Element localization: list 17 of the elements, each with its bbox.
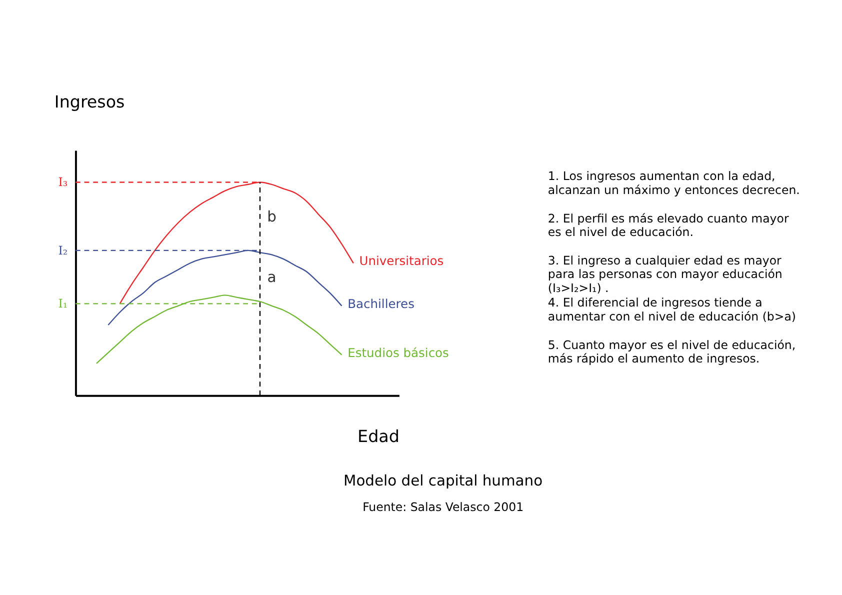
text: 3. El ingreso a cualquier edad es mayor para las personas con mayor educación (I₃>I₂>I₁) .	[548, 253, 782, 295]
source-note: Fuente: Salas Velasco 2001	[362, 500, 524, 514]
annotation: b	[267, 208, 276, 226]
series-label: Bachilleres	[348, 296, 414, 311]
text: 1. Los ingresos aumentan con la edad, alcanzan un máximo y entonces decrecen.	[548, 169, 800, 197]
text: 4. El diferencial de ingresos tiende a aumentar con el nivel de educación (b>a)	[548, 296, 796, 324]
x-axis-title: Edad	[358, 426, 400, 446]
text: Modelo del capital humano	[344, 472, 543, 490]
text: 2. El perfil es más elevado cuanto mayor es el nivel de educación.	[548, 211, 789, 240]
ref-line-label: I₃	[58, 175, 68, 190]
ref-line-label: I₁	[58, 296, 68, 311]
series-label: Universitarios	[359, 254, 444, 268]
annotation: a	[267, 268, 276, 286]
y-axis-title: Ingresos	[54, 92, 125, 112]
series-label: Estudios básicos	[348, 346, 449, 360]
ref-line-label: I₂	[58, 243, 68, 258]
text: 5. Cuanto mayor es el nivel de educación, más rápido el aumento de ingresos.	[548, 338, 796, 366]
